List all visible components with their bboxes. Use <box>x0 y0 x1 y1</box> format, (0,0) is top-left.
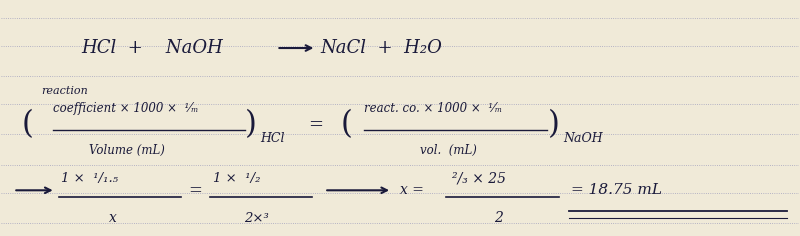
Text: x =: x = <box>400 183 428 197</box>
Text: HCl: HCl <box>261 132 285 145</box>
Text: 2×³: 2×³ <box>245 212 270 225</box>
Text: NaOH: NaOH <box>563 132 603 145</box>
Text: coefficient × 1000 ×  ¹⁄ₘ: coefficient × 1000 × ¹⁄ₘ <box>54 102 198 115</box>
Text: (: ( <box>340 110 352 140</box>
Text: ²/₃ × 25: ²/₃ × 25 <box>452 172 506 186</box>
Text: Volume (mL): Volume (mL) <box>89 144 165 157</box>
Text: 1 ×  ¹/₂: 1 × ¹/₂ <box>213 172 260 185</box>
Text: vol.  (mL): vol. (mL) <box>420 144 477 157</box>
Text: ): ) <box>245 110 257 140</box>
Text: x: x <box>109 211 117 225</box>
Text: reaction: reaction <box>42 86 88 96</box>
Text: NaCl  +  H₂O: NaCl + H₂O <box>320 39 442 57</box>
Text: = 18.75 mL: = 18.75 mL <box>571 183 662 197</box>
Text: 1 ×  ¹/₁.₅: 1 × ¹/₁.₅ <box>61 172 118 185</box>
Text: react. co. × 1000 ×  ¹⁄ₘ: react. co. × 1000 × ¹⁄ₘ <box>364 102 502 115</box>
Text: =: = <box>308 116 323 134</box>
Text: (: ( <box>22 110 33 140</box>
Text: ): ) <box>547 110 559 140</box>
Text: HCl  +    NaOH: HCl + NaOH <box>81 39 223 57</box>
Text: =: = <box>189 182 202 199</box>
Text: 2: 2 <box>494 211 503 225</box>
